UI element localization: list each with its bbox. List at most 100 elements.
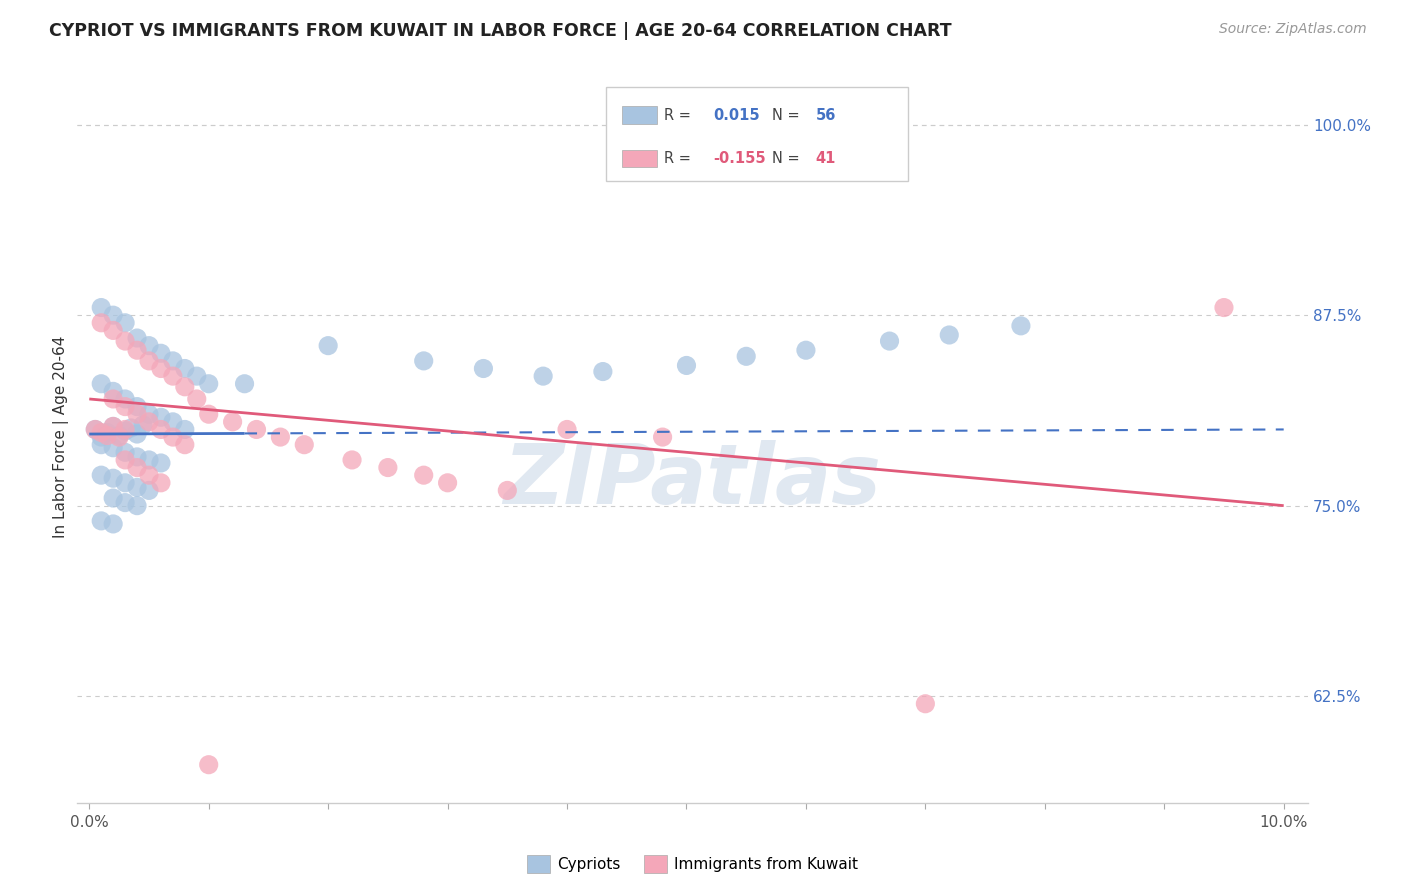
Point	[101, 441, 124, 455]
Point	[101, 323, 124, 337]
Point	[292, 438, 315, 452]
Point	[149, 475, 172, 490]
Point	[138, 407, 160, 421]
Point	[233, 376, 256, 391]
Point	[149, 361, 172, 376]
Point	[114, 334, 136, 348]
Point	[125, 407, 148, 421]
Legend: Cypriots, Immigrants from Kuwait: Cypriots, Immigrants from Kuwait	[520, 848, 865, 880]
Point	[735, 349, 758, 363]
Point	[108, 428, 131, 442]
Point	[125, 400, 148, 414]
Y-axis label: In Labor Force | Age 20-64: In Labor Force | Age 20-64	[53, 336, 69, 538]
Point	[138, 468, 160, 483]
Point	[101, 419, 124, 434]
Point	[173, 361, 195, 376]
Point	[120, 421, 142, 435]
Point	[316, 338, 339, 352]
Point	[245, 422, 267, 436]
Point	[531, 369, 554, 384]
Point	[90, 376, 112, 391]
Point	[90, 438, 112, 452]
Point	[173, 438, 195, 452]
Text: CYPRIOT VS IMMIGRANTS FROM KUWAIT IN LABOR FORCE | AGE 20-64 CORRELATION CHART: CYPRIOT VS IMMIGRANTS FROM KUWAIT IN LAB…	[49, 22, 952, 40]
Point	[162, 369, 184, 384]
FancyBboxPatch shape	[606, 87, 908, 181]
Point	[149, 410, 172, 425]
Point	[101, 392, 124, 406]
Point	[162, 415, 184, 429]
Point	[412, 354, 434, 368]
Bar	[623, 150, 657, 167]
Text: ZIPatlas: ZIPatlas	[503, 441, 882, 522]
Point	[221, 415, 243, 429]
Bar	[623, 106, 657, 124]
Point	[186, 392, 208, 406]
Point	[96, 428, 118, 442]
Point	[186, 369, 208, 384]
Point	[938, 328, 960, 343]
Point	[90, 316, 112, 330]
Point	[125, 480, 148, 494]
Point	[125, 460, 148, 475]
Point	[555, 422, 578, 436]
Point	[96, 425, 118, 440]
Point	[114, 392, 136, 406]
Point	[412, 468, 434, 483]
Point	[108, 430, 131, 444]
Point	[138, 453, 160, 467]
Point	[173, 380, 195, 394]
Point	[125, 499, 148, 513]
Point	[377, 460, 399, 475]
Point	[138, 338, 160, 352]
Point	[173, 422, 195, 436]
Point	[914, 697, 936, 711]
Point	[149, 422, 172, 436]
Point	[90, 425, 112, 440]
Point	[472, 361, 495, 376]
Point	[197, 757, 219, 772]
Point	[269, 430, 291, 444]
Point	[101, 491, 124, 505]
Point	[138, 483, 160, 498]
Point	[651, 430, 673, 444]
Point	[592, 365, 614, 379]
Point	[162, 354, 184, 368]
Point	[114, 422, 136, 436]
Point	[125, 343, 148, 358]
Point	[101, 471, 124, 485]
Point	[90, 430, 112, 444]
Point	[149, 346, 172, 360]
Point	[162, 430, 184, 444]
Point	[114, 316, 136, 330]
Point	[101, 308, 124, 322]
Point	[101, 384, 124, 399]
Point	[125, 427, 148, 442]
Point	[101, 419, 124, 434]
Point	[114, 453, 136, 467]
Text: 41: 41	[815, 151, 835, 166]
Point	[197, 407, 219, 421]
Point	[84, 422, 107, 436]
Point	[132, 417, 155, 432]
Point	[879, 334, 901, 348]
Text: 0.015: 0.015	[713, 108, 761, 123]
Text: Source: ZipAtlas.com: Source: ZipAtlas.com	[1219, 22, 1367, 37]
Point	[149, 456, 172, 470]
Point	[114, 400, 136, 414]
Point	[138, 354, 160, 368]
Point	[436, 475, 458, 490]
Point	[125, 331, 148, 345]
Point	[197, 376, 219, 391]
Point	[101, 516, 124, 531]
Text: -0.155: -0.155	[713, 151, 766, 166]
Point	[90, 514, 112, 528]
Point	[138, 415, 160, 429]
Point	[496, 483, 519, 498]
Text: R =: R =	[664, 108, 700, 123]
Text: N =: N =	[772, 108, 804, 123]
Point	[114, 424, 136, 438]
Point	[675, 359, 697, 373]
Point	[1010, 318, 1032, 333]
Point	[90, 468, 112, 483]
